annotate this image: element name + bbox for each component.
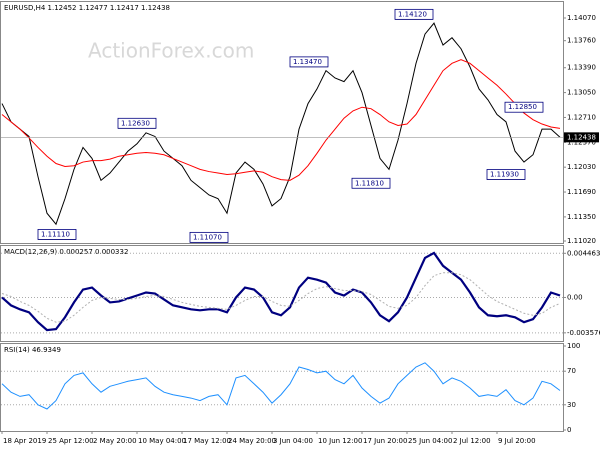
x-tick-label: 25 Apr 12:00 [48,437,94,445]
macd-title: MACD(12,26,9) 0.000257 0.000332 [4,248,128,256]
annotation-box [289,56,329,68]
y-tick-label: 1.13390 [567,64,596,72]
x-tick-label: 25 Jun 04:00 [408,437,452,445]
main-panel [0,1,564,244]
y-tick-label: 1.13760 [567,37,596,45]
y-tick-label: -0.003576 [567,329,600,337]
last-price-label: 1.12438 [567,133,596,141]
y-tick-label: 70 [567,367,576,375]
annotation-box [394,8,434,20]
x-tick-label: 17 May 12:00 [183,437,231,445]
annotation-label: 1.12630 [121,119,150,127]
y-tick-label: 100 [567,342,580,350]
y-tick-label: 0.00 [567,293,583,301]
y-tick-label: 0 [567,426,571,434]
x-tick-label: 10 May 04:00 [138,437,186,445]
y-tick-label: 30 [567,401,576,409]
x-tick-label: 2 May 20:00 [93,437,137,445]
y-tick-label: 1.11690 [567,188,596,196]
x-tick-label: 3 Jun 04:00 [273,437,313,445]
annotation-label: 1.11110 [41,230,70,238]
annotation-label: 1.11810 [355,179,384,187]
series-line [1,251,561,332]
annotation-label: 1.14120 [398,10,427,18]
x-tick-label: 24 May 20:00 [228,437,276,445]
y-tick-label: 1.11020 [567,237,596,245]
series-line [1,272,561,323]
y-tick-label: 0.004463 [567,249,600,257]
annotation-label: 1.13470 [293,58,322,66]
series-line [1,59,561,181]
x-tick-label: 2 Jul 12:00 [453,437,491,445]
y-tick-label: 1.14070 [567,14,596,22]
series-line [1,362,561,410]
chart-title: EURUSD,H4 1.12452 1.12477 1.12417 1.1243… [4,4,170,12]
annotation-box [351,177,391,189]
watermark: ActionForex.com [88,39,254,63]
series-line [1,22,561,226]
y-tick-label: 1.11350 [567,213,596,221]
x-tick-label: 18 Apr 2019 [3,437,46,445]
rsi-panel [0,343,564,432]
y-tick-label: 1.12030 [567,163,596,171]
macd-panel [0,245,564,342]
y-tick-label: 1.12710 [567,113,596,121]
last-price-box [564,132,599,143]
annotation-box [189,231,229,243]
annotation-box [117,117,157,129]
annotation-box [37,229,77,240]
annotation-box [504,101,544,113]
annotation-label: 1.11930 [490,170,519,178]
rsi-title: RSI(14) 46.9349 [4,346,61,354]
annotation-label: 1.12850 [508,103,537,111]
x-tick-label: 9 Jul 20:00 [498,437,536,445]
y-tick-label: 1.13050 [567,89,596,97]
x-tick-label: 10 Jun 12:00 [318,437,362,445]
annotation-label: 1.11070 [193,233,222,241]
x-tick-label: 17 Jun 20:00 [363,437,407,445]
annotation-box [486,169,526,180]
